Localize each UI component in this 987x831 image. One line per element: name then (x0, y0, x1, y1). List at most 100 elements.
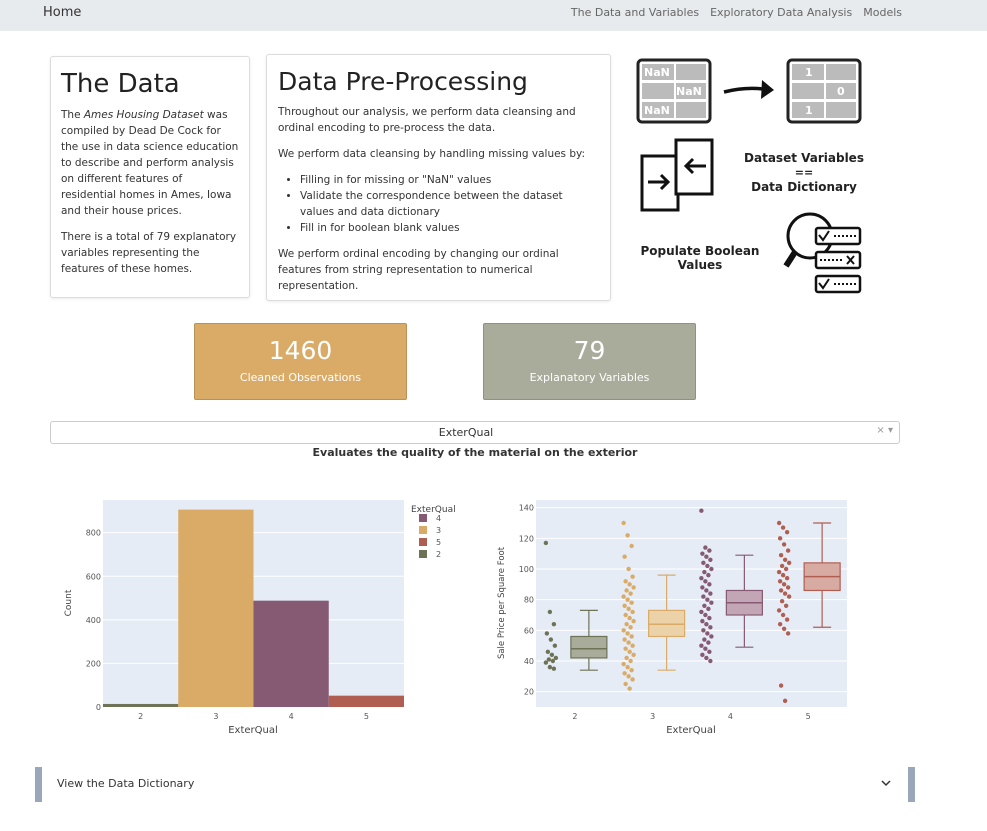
legend-swatch (419, 538, 427, 546)
y-tick-label: 120 (519, 534, 534, 543)
data-point (629, 543, 634, 549)
data-point (780, 612, 786, 618)
count-bar-chart: 0 200 400 600 800 2 3 4 5 ExterQual Count Exter… (64, 500, 456, 736)
data-point (777, 622, 783, 627)
data-point (628, 625, 633, 630)
box (648, 609, 686, 638)
data-point (625, 597, 630, 602)
preprocessing-card: Data Pre-Processing Throughout our analy… (266, 54, 611, 301)
legend-swatch (419, 514, 427, 522)
box-group (776, 520, 841, 704)
data-point (699, 508, 704, 513)
bar-x-axis-label: ExterQual (228, 725, 278, 736)
legend-item: 4 (436, 514, 441, 523)
data-point (702, 569, 707, 575)
nav-brand-home[interactable]: Home (43, 5, 82, 20)
accordion-right-border (908, 767, 915, 802)
compare-text-2: == (795, 166, 813, 179)
data-point (777, 579, 783, 584)
data-point (622, 554, 627, 559)
bar (328, 695, 404, 707)
data-dictionary-accordion[interactable]: View the Data Dictionary (35, 767, 915, 802)
data-point (553, 655, 559, 661)
data-point (703, 579, 708, 584)
y-tick-label: 0 (96, 703, 101, 712)
data-point (626, 606, 631, 612)
data-point (708, 658, 713, 664)
data-point (547, 609, 553, 615)
svg-text:1: 1 (805, 66, 813, 79)
data-point (708, 557, 713, 562)
svg-text:NaN: NaN (644, 66, 670, 79)
the-data-card: The Data The Ames Housing Dataset was co… (50, 56, 250, 298)
cleaned-observations-card: 1460 Cleaned Observations (194, 323, 407, 400)
x-tick-label: 4 (289, 712, 294, 721)
chevron-down-icon[interactable] (879, 776, 893, 790)
variable-dropdown[interactable]: ExterQual × ▾ (50, 421, 900, 444)
y-tick-label: 400 (86, 616, 101, 625)
data-point (706, 640, 711, 645)
data-point (701, 628, 706, 633)
y-tick-label: 60 (524, 626, 534, 635)
data-point (626, 674, 631, 679)
legend-item: 2 (436, 550, 441, 559)
data-point (709, 634, 714, 639)
data-point (621, 661, 626, 667)
data-point (622, 637, 627, 642)
y-tick-label: 140 (519, 504, 534, 513)
data-point (784, 576, 790, 581)
data-point (630, 574, 635, 579)
accordion-label[interactable]: View the Data Dictionary (57, 777, 195, 790)
nav-link-models[interactable]: Models (863, 6, 902, 19)
data-point (785, 548, 791, 553)
x-tick-label: 5 (806, 712, 811, 721)
the-data-paragraph-2: There is a total of 79 explanatory varia… (61, 231, 237, 275)
data-point (629, 600, 634, 605)
data-point (626, 566, 631, 572)
data-point (549, 652, 555, 658)
legend-swatch (419, 526, 427, 534)
plot-background (536, 500, 847, 707)
the-data-title: The Data (61, 69, 180, 99)
data-point (699, 576, 704, 581)
data-point (625, 533, 630, 538)
chevron-down-icon[interactable]: ▾ (887, 425, 893, 436)
box-group (699, 508, 763, 664)
legend-item: 3 (436, 526, 441, 535)
data-point (624, 588, 629, 593)
data-point (543, 660, 549, 665)
nav-link-data-variables[interactable]: The Data and Variables (570, 6, 700, 19)
data-point (546, 657, 552, 662)
y-tick-label: 100 (519, 565, 534, 574)
data-point (786, 560, 792, 566)
data-point (705, 563, 710, 569)
preprocessing-paragraph-1: Throughout our analysis, we perform data… (278, 106, 576, 134)
data-point (700, 551, 705, 556)
box-y-axis-label: Sale Price per Square Foot (497, 546, 507, 659)
bool-text-1: Populate Boolean (641, 244, 760, 258)
clear-icon[interactable]: × (876, 425, 885, 436)
variable-description: Evaluates the quality of the material on… (312, 446, 638, 459)
data-point (776, 520, 782, 526)
data-point (778, 588, 784, 593)
y-tick-label: 600 (86, 572, 101, 581)
x-tick-label: 3 (213, 712, 218, 721)
price-box-plot: 20 40 60 80 100 120 140 2 3 4 5 ExterQual Sale Pr… (497, 500, 847, 736)
navbar: Home The Data and Variables Exploratory … (0, 0, 987, 31)
compare-text-1: Dataset Variables (744, 151, 864, 165)
data-point (621, 520, 626, 526)
data-point (623, 681, 628, 687)
nav-link-eda[interactable]: Exploratory Data Analysis (710, 6, 853, 19)
data-point (623, 579, 628, 584)
data-point (700, 652, 705, 658)
data-point (703, 545, 708, 550)
data-point (552, 643, 558, 648)
dropdown-selected-value: ExterQual (438, 426, 494, 439)
data-point (699, 643, 704, 648)
y-tick-label: 800 (86, 529, 101, 538)
data-point (621, 594, 626, 599)
nan-grid-icon: NaN NaN NaN (636, 58, 712, 124)
data-point (544, 631, 550, 636)
data-point (701, 560, 706, 566)
data-point (785, 631, 791, 636)
